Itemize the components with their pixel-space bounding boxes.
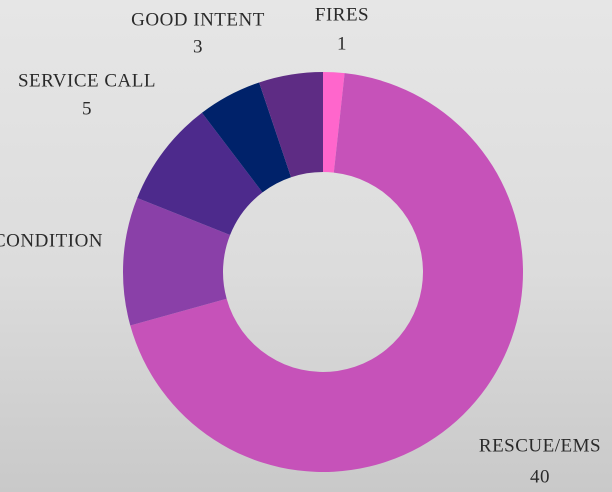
segment-label: SERVICE CALL (18, 70, 156, 91)
segment-label: GOOD INTENT (131, 9, 265, 30)
segment-value: 5 (82, 98, 92, 119)
donut-segment (259, 72, 323, 178)
segment-label: RESCUE/EMS (479, 435, 601, 456)
segment-label: CONDITION (0, 230, 103, 251)
segment-value: 3 (193, 36, 203, 57)
segment-value: 1 (337, 33, 347, 54)
segment-label: FIRES (315, 4, 369, 25)
donut-segment (201, 82, 292, 193)
donut-segment (130, 73, 523, 472)
segment-value: 40 (530, 466, 550, 487)
donut-segment (137, 112, 263, 235)
donut-segment (123, 197, 231, 326)
donut-segment (323, 72, 345, 173)
